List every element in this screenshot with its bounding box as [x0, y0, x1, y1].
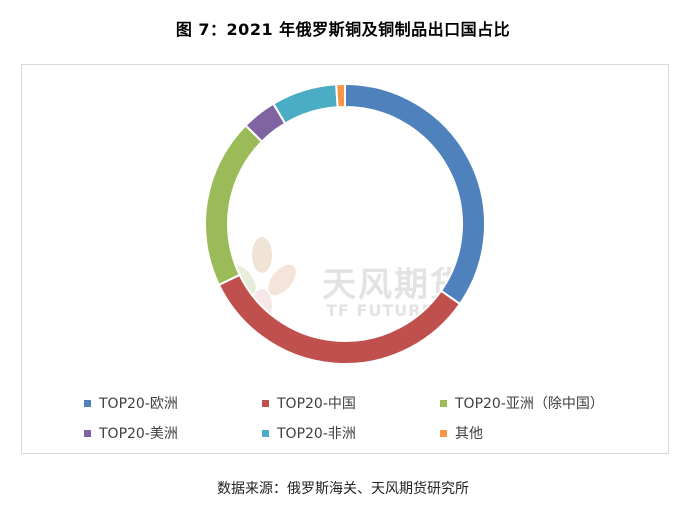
chart-frame: 天风期货 TF FUTURES TOP20-欧洲 TOP20-中国 TOP20-亚洲…: [21, 64, 669, 454]
legend-item: TOP20-欧洲: [84, 393, 178, 413]
legend-swatch: [440, 399, 447, 407]
source-note: 数据来源：俄罗斯海关、天风期货研究所: [217, 481, 469, 497]
legend-swatch: [84, 429, 91, 437]
legend-label: 其他: [455, 426, 483, 442]
donut-slice-5: [335, 82, 346, 109]
donut-slice-0: [344, 82, 486, 306]
legend-swatch: [84, 399, 91, 407]
donut-chart: [204, 82, 486, 365]
legend-label: TOP20-中国: [277, 396, 356, 412]
legend-label: TOP20-美洲: [99, 426, 178, 442]
donut-slice-2: [204, 123, 264, 287]
legend-item: TOP20-非洲: [262, 423, 356, 443]
legend-swatch: [440, 429, 447, 437]
legend-label: TOP20-非洲: [277, 426, 356, 442]
watermark-text-en: TF FUTURES: [326, 301, 447, 320]
donut-slice-4: [272, 83, 339, 125]
legend-item: TOP20-美洲: [84, 423, 178, 443]
legend-item: TOP20-亚洲（除中国）: [440, 393, 604, 413]
legend-label: TOP20-亚洲（除中国）: [455, 396, 604, 412]
legend-swatch: [262, 429, 269, 437]
legend-swatch: [262, 399, 269, 407]
legend-item: 其他: [440, 423, 483, 443]
donut-slice-1: [217, 273, 462, 365]
legend-item: TOP20-中国: [262, 393, 356, 413]
chart-title: 图 7：2021 年俄罗斯铜及铜制品出口国占比: [175, 20, 511, 39]
legend-label: TOP20-欧洲: [99, 396, 178, 412]
